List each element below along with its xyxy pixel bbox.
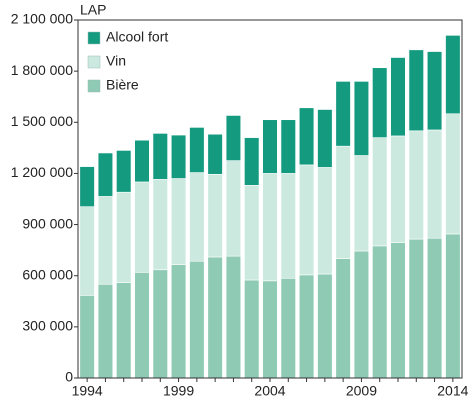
- y-tick-label: 1 200 000: [11, 164, 73, 180]
- y-tick-label: 300 000: [22, 318, 73, 334]
- bar-segment: [408, 130, 424, 240]
- bar-segment: [225, 160, 242, 257]
- bar-segment: [170, 178, 187, 265]
- bar-segment: [353, 155, 370, 252]
- bar-segment: [189, 127, 205, 173]
- bar-segment: [426, 51, 443, 131]
- bar-segment: [97, 196, 114, 285]
- y-tick-label: 2 100 000: [11, 11, 73, 27]
- legend-swatch: [87, 55, 101, 69]
- bar-segment: [262, 173, 278, 282]
- bar-segment: [298, 164, 315, 276]
- bar-segment: [152, 179, 168, 271]
- y-tick-label: 0: [65, 369, 73, 385]
- bar-segment: [134, 181, 150, 273]
- bar-segment: [408, 49, 424, 132]
- y-axis-label: LAP: [80, 2, 106, 18]
- legend-label: Vin: [106, 53, 126, 69]
- bar-segment: [372, 245, 388, 379]
- x-tick-label: 1994: [72, 383, 103, 399]
- bar-segment: [134, 139, 150, 183]
- x-tick-label: 2014: [437, 383, 468, 399]
- bar-segment: [116, 150, 132, 193]
- bar-segment: [445, 233, 461, 379]
- bar-segment: [317, 109, 333, 168]
- legend-swatch: [87, 31, 101, 45]
- bar-segment: [408, 238, 424, 379]
- bar-segment: [335, 258, 351, 379]
- bar-segment: [225, 255, 242, 379]
- bar-segment: [207, 133, 223, 175]
- bar-segment: [298, 274, 315, 379]
- bar-segment: [170, 134, 187, 179]
- bar-segment: [79, 166, 95, 207]
- bar-segment: [225, 115, 242, 161]
- legend-swatch: [87, 79, 101, 93]
- y-tick-label: 1 800 000: [11, 62, 73, 78]
- bar-segment: [317, 167, 333, 275]
- x-tick-label: 1999: [163, 383, 194, 399]
- bar-segment: [390, 242, 406, 379]
- bar-segment: [445, 35, 461, 115]
- bar-segment: [280, 173, 296, 279]
- y-tick-label: 900 000: [22, 215, 73, 231]
- bar-segment: [244, 279, 260, 379]
- bar-segment: [390, 135, 406, 243]
- legend-label: Alcool fort: [106, 29, 168, 45]
- bar-segment: [372, 137, 388, 247]
- x-tick-label: 2004: [254, 383, 285, 399]
- bar-segment: [207, 173, 223, 258]
- bar-segment: [189, 172, 205, 262]
- legend-label: Bière: [106, 77, 139, 93]
- bar-segment: [244, 185, 260, 281]
- y-tick-label: 600 000: [22, 266, 73, 282]
- bar-segment: [152, 269, 168, 379]
- bar-segment: [317, 273, 333, 379]
- bar-segment: [353, 81, 370, 156]
- bar-segment: [353, 250, 370, 379]
- bar-segment: [280, 119, 296, 174]
- bar-segment: [262, 280, 278, 379]
- bar-segment: [97, 283, 114, 379]
- bar-segment: [152, 133, 168, 180]
- bar-segment: [116, 282, 132, 379]
- bar-segment: [207, 256, 223, 379]
- x-tick-label: 2009: [346, 383, 377, 399]
- bar-segment: [372, 67, 388, 138]
- bar-segment: [79, 295, 95, 379]
- bar-segment: [79, 206, 95, 296]
- bar-segment: [426, 237, 443, 379]
- bar-segment: [445, 113, 461, 235]
- bar-segment: [134, 272, 150, 379]
- bar-segment: [116, 191, 132, 283]
- bar-segment: [262, 119, 278, 174]
- bar-segment: [335, 145, 351, 259]
- bar-segment: [390, 57, 406, 137]
- bar-segment: [298, 107, 315, 166]
- bar-segment: [244, 137, 260, 186]
- bar-segment: [189, 260, 205, 379]
- bar-segment: [280, 277, 296, 379]
- y-tick-label: 1 500 000: [11, 113, 73, 129]
- plot-frame: [77, 19, 463, 379]
- bar-segment: [426, 129, 443, 239]
- bar-segment: [335, 81, 351, 147]
- bar-segment: [170, 264, 187, 379]
- bar-segment: [97, 152, 114, 197]
